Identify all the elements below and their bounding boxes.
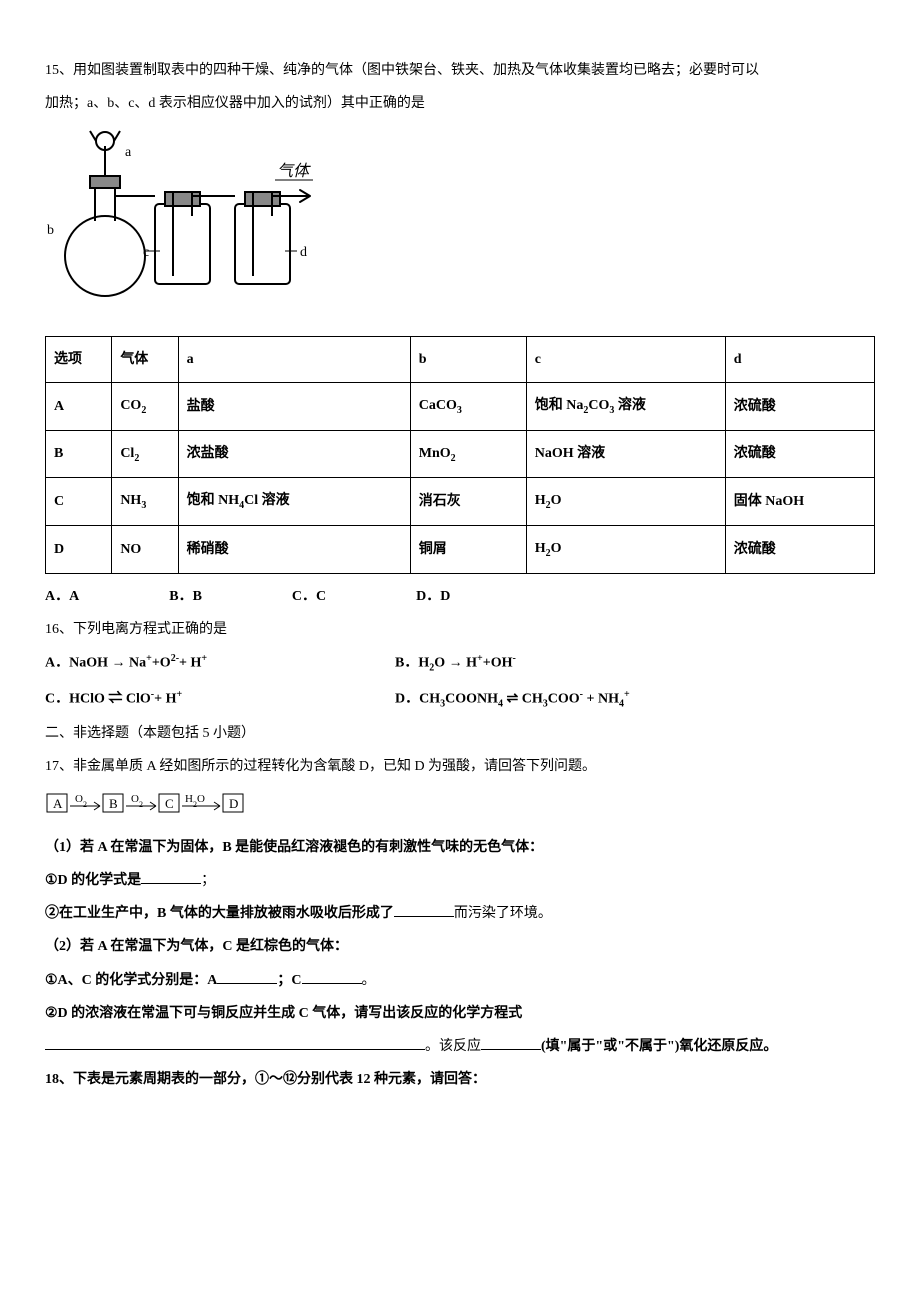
- th-2: a: [178, 336, 410, 382]
- cell: 消石灰: [410, 478, 526, 526]
- table-row: D NO 稀硝酸 铜屑 H2O 浓硫酸: [46, 526, 875, 574]
- q15-stem-line2: 加热；a、b、c、d 表示相应仪器中加入的试剂）其中正确的是: [45, 91, 875, 116]
- cell: Cl2: [112, 430, 178, 478]
- blank-pollution[interactable]: [394, 902, 454, 917]
- cell: NaOH 溶液: [526, 430, 725, 478]
- label-b: b: [47, 223, 54, 238]
- q17-p1b-text: ②在工业生产中，B 气体的大量排放被雨水吸收后形成了: [45, 906, 394, 921]
- q16-c: C．HClO ⇌ ClO-+ H+: [45, 686, 395, 713]
- chain-d: D: [229, 796, 238, 811]
- label-c: c: [143, 245, 149, 260]
- cell: 浓盐酸: [178, 430, 410, 478]
- q17-p1a-end: ；: [201, 873, 215, 888]
- cell: 稀硝酸: [178, 526, 410, 574]
- q17-p2c-mid: 。该反应: [425, 1039, 481, 1054]
- cell: 浓硫酸: [725, 526, 874, 574]
- chain-b: B: [109, 796, 118, 811]
- q17-p1b-end: 而污染了环境。: [454, 906, 552, 921]
- label-a: a: [125, 145, 132, 160]
- q17-p1: （1）若 A 在常温下为固体，B 是能使品红溶液褪色的有刺激性气味的无色气体：: [45, 835, 875, 860]
- q17-p2a: ①A、C 的化学式分别是：A ；C 。: [45, 968, 875, 993]
- q16-row1: A．NaOH → Na++O2-+ H+ B．H2O → H++OH-: [45, 650, 875, 677]
- th-1: 气体: [112, 336, 178, 382]
- q15-options: A．A B．B C．C D．D: [45, 584, 875, 609]
- label-gas: 气体: [277, 162, 311, 180]
- blank-d-formula[interactable]: [141, 869, 201, 884]
- cell: H2O: [526, 478, 725, 526]
- table-row: A CO2 盐酸 CaCO3 饱和 Na2CO3 溶液 浓硫酸: [46, 382, 875, 430]
- label-d: d: [300, 245, 307, 260]
- blank-a-formula[interactable]: [217, 969, 277, 984]
- q17-p1a: ①D 的化学式是 ；: [45, 868, 875, 893]
- q16-d: D．CH3COONH4 ⇌ CH3COO- + NH4+: [395, 686, 875, 713]
- q17-p2a-end: 。: [362, 973, 376, 988]
- cell: NH3: [112, 478, 178, 526]
- cell: B: [46, 430, 112, 478]
- cell: H2O: [526, 526, 725, 574]
- q15-apparatus-diagram: a b c d 气体: [45, 126, 875, 325]
- q17-p2c-end: (填"属于"或"不属于")氧化还原反应。: [541, 1039, 777, 1054]
- chain-c: C: [165, 796, 174, 811]
- cell: 盐酸: [178, 382, 410, 430]
- cell: 固体 NaOH: [725, 478, 874, 526]
- q16-stem: 16、下列电离方程式正确的是: [45, 617, 875, 642]
- q15-stem-line1: 15、用如图装置制取表中的四种干燥、纯净的气体（图中铁架台、铁夹、加热及气体收集…: [45, 58, 875, 83]
- q15-table: 选项 气体 a b c d A CO2 盐酸 CaCO3 饱和 Na2CO3 溶…: [45, 336, 875, 574]
- table-row: C NH3 饱和 NH4Cl 溶液 消石灰 H2O 固体 NaOH: [46, 478, 875, 526]
- cell: CaCO3: [410, 382, 526, 430]
- table-row: B Cl2 浓盐酸 MnO2 NaOH 溶液 浓硫酸: [46, 430, 875, 478]
- blank-equation[interactable]: [45, 1035, 425, 1050]
- q17-p2a-mid: ；C: [277, 973, 301, 988]
- cell: D: [46, 526, 112, 574]
- th-3: b: [410, 336, 526, 382]
- cell: MnO2: [410, 430, 526, 478]
- q16-a: A．NaOH → Na++O2-+ H+: [45, 650, 395, 677]
- cell: 饱和 Na2CO3 溶液: [526, 382, 725, 430]
- q17-p2a-pre: ①A、C 的化学式分别是：A: [45, 973, 217, 988]
- cell: CO2: [112, 382, 178, 430]
- q17-p2c: 。该反应 (填"属于"或"不属于")氧化还原反应。: [45, 1034, 875, 1059]
- q17-chain-diagram: A O2 B O2 C H2O D: [45, 788, 875, 827]
- q17-stem: 17、非金属单质 A 经如图所示的过程转化为含氧酸 D，已知 D 为强酸，请回答…: [45, 754, 875, 779]
- q17-p1b: ②在工业生产中，B 气体的大量排放被雨水吸收后形成了 而污染了环境。: [45, 901, 875, 926]
- section-2-heading: 二、非选择题（本题包括 5 小题）: [45, 721, 875, 746]
- th-0: 选项: [46, 336, 112, 382]
- cell: NO: [112, 526, 178, 574]
- opt-c: C．C: [292, 584, 326, 609]
- cell: 铜屑: [410, 526, 526, 574]
- blank-c-formula[interactable]: [302, 969, 362, 984]
- q17-p2: （2）若 A 在常温下为气体，C 是红棕色的气体：: [45, 934, 875, 959]
- cell: C: [46, 478, 112, 526]
- table-header-row: 选项 气体 a b c d: [46, 336, 875, 382]
- th-5: d: [725, 336, 874, 382]
- q16-row2: C．HClO ⇌ ClO-+ H+ D．CH3COONH4 ⇌ CH3COO- …: [45, 686, 875, 713]
- cell: 浓硫酸: [725, 430, 874, 478]
- q18-stem: 18、下表是元素周期表的一部分，①～⑫分别代表 12 种元素，请回答：: [45, 1067, 875, 1092]
- th-4: c: [526, 336, 725, 382]
- opt-b: B．B: [169, 584, 202, 609]
- cell: 浓硫酸: [725, 382, 874, 430]
- chain-a: A: [53, 796, 63, 811]
- q17-p2b: ②D 的浓溶液在常温下可与铜反应并生成 C 气体，请写出该反应的化学方程式: [45, 1001, 875, 1026]
- q17-p1a-text: ①D 的化学式是: [45, 873, 141, 888]
- q16-b: B．H2O → H++OH-: [395, 650, 875, 677]
- opt-d: D．D: [416, 584, 450, 609]
- blank-redox[interactable]: [481, 1035, 541, 1050]
- opt-a: A．A: [45, 584, 79, 609]
- cell: 饱和 NH4Cl 溶液: [178, 478, 410, 526]
- cell: A: [46, 382, 112, 430]
